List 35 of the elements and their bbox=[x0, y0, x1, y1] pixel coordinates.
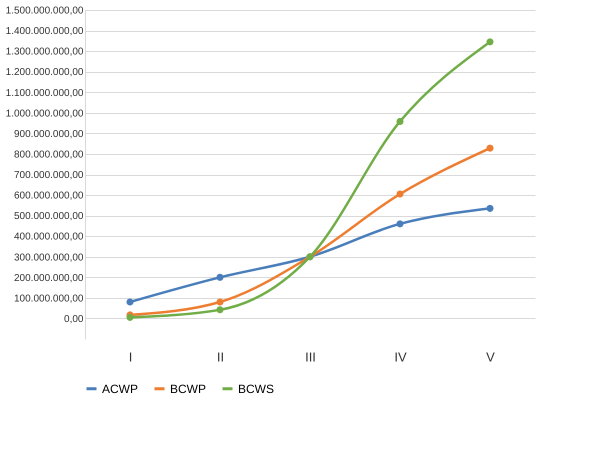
y-tick-label: 1.300.000.000,00 bbox=[6, 46, 84, 58]
point bbox=[396, 190, 404, 198]
legend-label: BCWP bbox=[170, 382, 206, 396]
point bbox=[486, 144, 494, 152]
y-tick-label: 1.100.000.000,00 bbox=[6, 88, 84, 99]
y-tick-label: 500.000.000,00 bbox=[14, 211, 84, 222]
point bbox=[126, 298, 134, 306]
x-tick-label: IV bbox=[394, 350, 407, 364]
y-tick-label: 100.000.000,00 bbox=[14, 293, 84, 304]
point bbox=[486, 38, 494, 46]
y-tick-label: 0,00 bbox=[64, 314, 84, 325]
point bbox=[126, 314, 134, 321]
legend-label: ACWP bbox=[102, 382, 138, 396]
point bbox=[216, 306, 224, 314]
x-tick-label: I bbox=[128, 350, 132, 364]
y-tick-label: 1.400.000.000,00 bbox=[6, 26, 84, 38]
point bbox=[396, 220, 404, 228]
y-tick-label: 700.000.000,00 bbox=[14, 170, 84, 181]
point bbox=[486, 204, 494, 212]
x-tick-label: III bbox=[305, 350, 316, 364]
y-tick-label: 400.000.000,00 bbox=[14, 232, 84, 243]
y-tick-label: 1.000.000.000,00 bbox=[6, 108, 84, 120]
point bbox=[396, 118, 404, 125]
legend-label: BCWS bbox=[238, 382, 274, 396]
point bbox=[216, 298, 224, 306]
point bbox=[216, 274, 224, 281]
y-tick-label: 1.200.000.000,00 bbox=[6, 67, 84, 78]
y-tick-label: 900.000.000,00 bbox=[14, 128, 84, 140]
x-tick-label: II bbox=[216, 350, 224, 364]
y-tick-label: 200.000.000,00 bbox=[14, 272, 84, 284]
y-tick-label: 1.500.000.000,00 bbox=[6, 6, 84, 16]
y-tick-label: 300.000.000,00 bbox=[14, 252, 84, 264]
x-tick-label: V bbox=[486, 350, 496, 364]
y-tick-label: 800.000.000,00 bbox=[14, 149, 84, 160]
y-tick-label: 600.000.000,00 bbox=[14, 190, 84, 202]
